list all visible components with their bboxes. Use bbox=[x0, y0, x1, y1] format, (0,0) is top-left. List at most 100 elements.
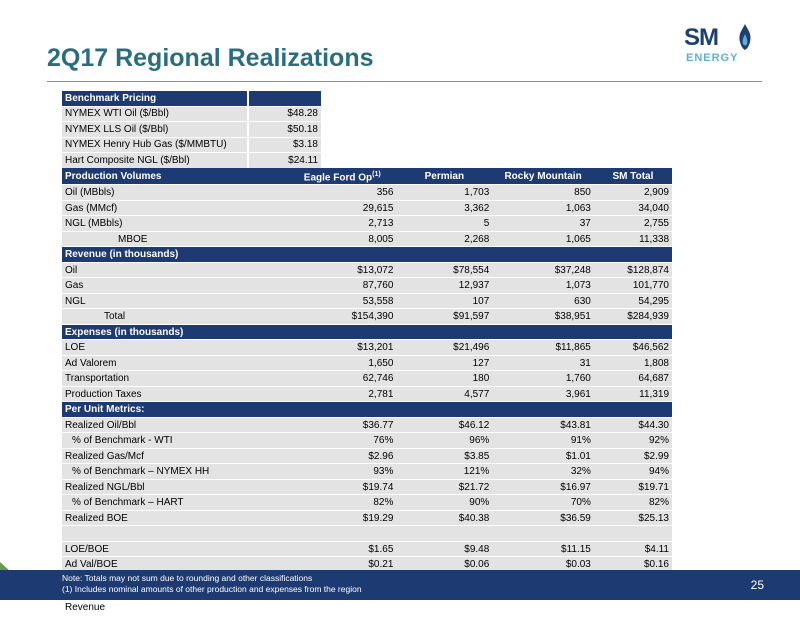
row-value: 96% bbox=[396, 432, 493, 449]
column-header bbox=[593, 401, 672, 418]
section-header: Revenue (in thousands) bbox=[62, 246, 289, 263]
column-header bbox=[492, 246, 594, 263]
row-value: 127 bbox=[396, 355, 493, 372]
benchmark-pricing-table: Benchmark Pricing NYMEX WTI Oil ($/Bbl) $4… bbox=[62, 91, 321, 169]
column-header-label: SM Total bbox=[612, 170, 654, 182]
row-value: 850 bbox=[492, 184, 594, 201]
row-label: % of Benchmark – HART bbox=[62, 494, 289, 511]
table-row: Total $154,390 $91,597 $38,951 $284,939 bbox=[62, 308, 672, 325]
table-row: Ad Valorem 1,650 127 31 1,808 bbox=[62, 355, 672, 372]
row-value: $38,951 bbox=[492, 308, 594, 325]
row-value: 5 bbox=[396, 215, 493, 232]
table-row: Realized BOE $19.29 $40.38 $36.59 $25.13 bbox=[62, 510, 672, 527]
row-value: $11,865 bbox=[492, 339, 594, 356]
section-header: Expenses (in thousands) bbox=[62, 324, 289, 341]
row-value: 64,687 bbox=[593, 370, 672, 387]
row-value: $284,939 bbox=[593, 308, 672, 325]
table-row: Realized Gas/Mcf $2.96 $3.85 $1.01 $2.99 bbox=[62, 448, 672, 465]
row-value: 2,755 bbox=[593, 215, 672, 232]
table-row: Gas (MMcf) 29,615 3,362 1,063 34,040 bbox=[62, 200, 672, 217]
row-label: % of Benchmark – NYMEX HH bbox=[62, 463, 289, 480]
row-value: 82% bbox=[288, 494, 397, 511]
table-row: % of Benchmark - WTI 76% 96% 91% 92% bbox=[62, 432, 672, 449]
row-value: $9.48 bbox=[396, 541, 493, 558]
row-value: $1.01 bbox=[492, 448, 594, 465]
row-label: Realized NGL/Bbl bbox=[62, 479, 289, 496]
row-label: % of Benchmark - WTI bbox=[62, 432, 289, 449]
benchmark-label: NYMEX LLS Oil ($/Bbl) bbox=[62, 121, 248, 138]
row-value: $37,248 bbox=[492, 262, 594, 279]
row-value bbox=[396, 525, 493, 542]
row-label: NGL (MBbls) bbox=[62, 215, 289, 232]
row-value: 76% bbox=[288, 432, 397, 449]
row-value bbox=[288, 525, 397, 542]
row-label: MBOE bbox=[62, 231, 289, 248]
row-label: Ad Valorem bbox=[62, 355, 289, 372]
row-value: 356 bbox=[288, 184, 397, 201]
table-row: Oil (MBbls) 356 1,703 850 2,909 bbox=[62, 184, 672, 201]
row-value: $25.13 bbox=[593, 510, 672, 527]
row-value: 8,005 bbox=[288, 231, 397, 248]
footer-note: Note: Totals may not sum due to rounding… bbox=[62, 573, 313, 583]
table-row: Realized NGL/Bbl $19.74 $21.72 $16.97 $19.71 bbox=[62, 479, 672, 496]
row-value: 37 bbox=[492, 215, 594, 232]
table-row: Oil $13,072 $78,554 $37,248 $128,874 bbox=[62, 262, 672, 279]
section-header-row: Production Volumes Eagle Ford Op(1) Permia… bbox=[62, 168, 672, 186]
benchmark-value: $50.18 bbox=[247, 121, 321, 138]
row-value: $0.16 bbox=[593, 556, 672, 573]
table-row: NGL 53,558 107 630 54,295 bbox=[62, 293, 672, 310]
column-header: Rocky Mountain bbox=[492, 168, 594, 186]
table-row: Transportation 62,746 180 1,760 64,687 bbox=[62, 370, 672, 387]
row-value: 1,063 bbox=[492, 200, 594, 217]
title-divider bbox=[47, 81, 762, 82]
row-value: $46.12 bbox=[396, 417, 493, 434]
column-header: SM Total bbox=[593, 168, 672, 186]
table-row: Production Taxes 2,781 4,577 3,961 11,319 bbox=[62, 386, 672, 403]
column-header bbox=[396, 401, 493, 418]
row-value: 3,961 bbox=[492, 386, 594, 403]
row-value: 1,650 bbox=[288, 355, 397, 372]
row-value: $128,874 bbox=[593, 262, 672, 279]
row-label: Total bbox=[62, 308, 289, 325]
section-header: Per Unit Metrics: bbox=[62, 401, 289, 418]
row-value: $21,496 bbox=[396, 339, 493, 356]
row-value: 1,065 bbox=[492, 231, 594, 248]
benchmark-row: NYMEX WTI Oil ($/Bbl) $48.28 bbox=[62, 106, 321, 122]
row-value: 94% bbox=[593, 463, 672, 480]
column-header bbox=[593, 324, 672, 341]
table-row: % of Benchmark – NYMEX HH 93% 121% 32% 94% bbox=[62, 463, 672, 480]
table-row: LOE $13,201 $21,496 $11,865 $46,562 bbox=[62, 339, 672, 356]
benchmark-header: Benchmark Pricing bbox=[62, 91, 248, 107]
row-label: LOE bbox=[62, 339, 289, 356]
row-label: NGL bbox=[62, 293, 289, 310]
row-value: 53,558 bbox=[288, 293, 397, 310]
page-number: 25 bbox=[750, 578, 764, 592]
benchmark-value: $48.28 bbox=[247, 106, 321, 122]
row-value: $36.77 bbox=[288, 417, 397, 434]
row-value: $16.97 bbox=[492, 479, 594, 496]
row-value: $13,072 bbox=[288, 262, 397, 279]
row-label: Production Taxes bbox=[62, 386, 289, 403]
row-value: $91,597 bbox=[396, 308, 493, 325]
section-header: Production Volumes bbox=[62, 168, 289, 186]
row-label bbox=[62, 525, 289, 542]
row-value: 29,615 bbox=[288, 200, 397, 217]
row-value: 2,713 bbox=[288, 215, 397, 232]
row-value: 1,703 bbox=[396, 184, 493, 201]
row-value: 107 bbox=[396, 293, 493, 310]
row-value: 32% bbox=[492, 463, 594, 480]
column-header bbox=[593, 246, 672, 263]
table-row: % of Benchmark – HART 82% 90% 70% 82% bbox=[62, 494, 672, 511]
table-row: Gas 87,760 12,937 1,073 101,770 bbox=[62, 277, 672, 294]
company-logo: SM ENERGY bbox=[684, 22, 764, 72]
row-value: 92% bbox=[593, 432, 672, 449]
row-value: 11,319 bbox=[593, 386, 672, 403]
row-label: Gas bbox=[62, 277, 289, 294]
section-header-row: Per Unit Metrics: bbox=[62, 401, 672, 418]
table-row: NGL (MBbls) 2,713 5 37 2,755 bbox=[62, 215, 672, 232]
column-header bbox=[288, 246, 397, 263]
row-label: Realized BOE bbox=[62, 510, 289, 527]
row-label: Ad Val/BOE bbox=[62, 556, 289, 573]
footer-bar bbox=[0, 570, 800, 600]
row-value: $19.74 bbox=[288, 479, 397, 496]
